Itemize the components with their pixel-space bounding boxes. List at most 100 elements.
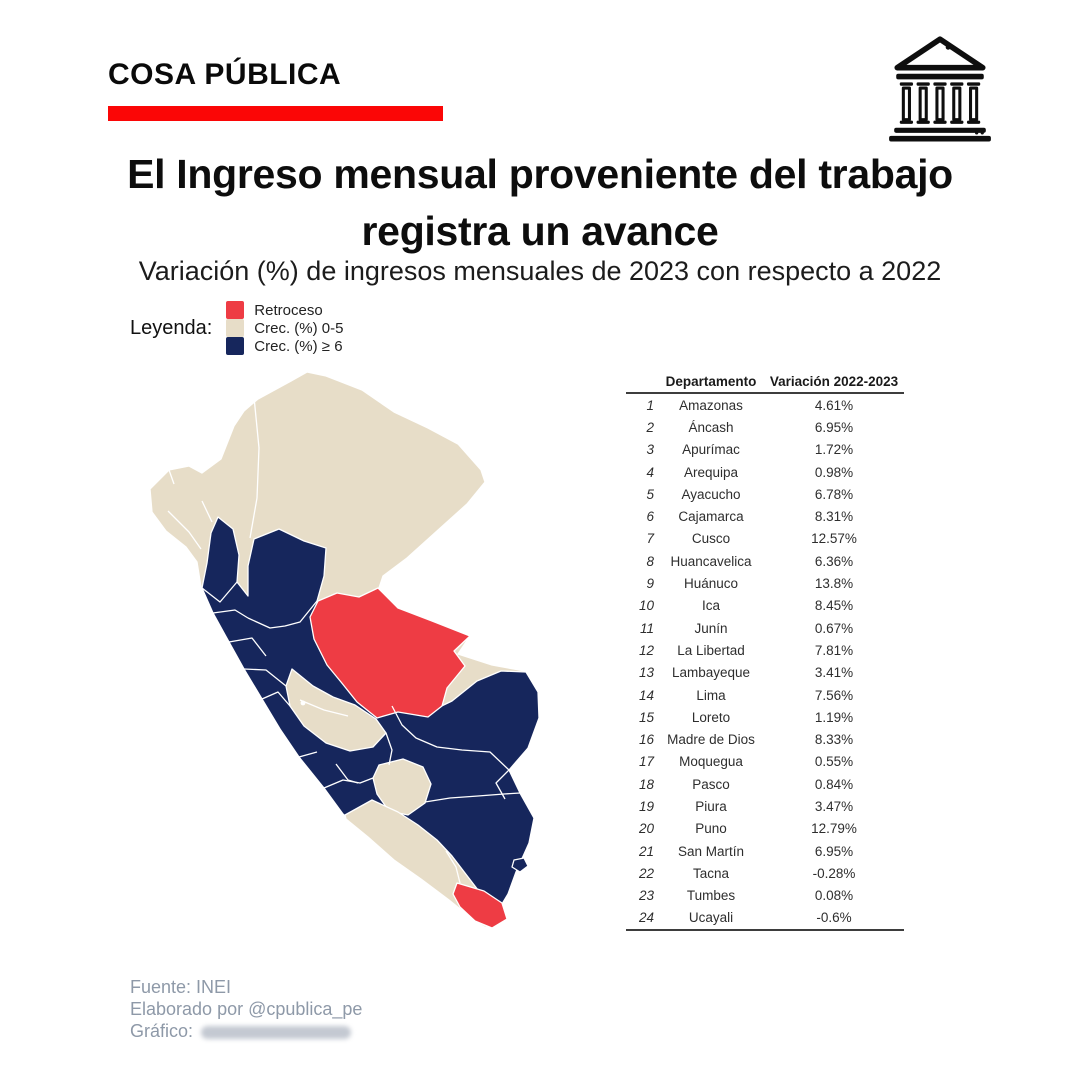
legend-title: Leyenda:: [130, 316, 213, 339]
row-number: 7: [646, 531, 654, 547]
row-number: 2: [646, 419, 654, 435]
row-number: 14: [638, 687, 654, 703]
cell-departamento: Cajamarca: [678, 509, 744, 525]
table-row: 4 Arequipa 0.98%: [626, 461, 904, 483]
row-number: 6: [646, 509, 654, 525]
cell-departamento: Apurímac: [682, 442, 740, 458]
cell-variacion: 8.45%: [814, 598, 854, 614]
cell-variacion: 6.36%: [814, 553, 854, 569]
cell-departamento: Puno: [695, 821, 727, 837]
table-header-row: Departamento Variación 2022-2023: [626, 370, 904, 394]
cell-departamento: La Libertad: [677, 642, 745, 658]
cell-departamento: San Martín: [677, 843, 745, 859]
table-row: 3 Apurímac 1.72%: [626, 439, 904, 461]
row-number: 12: [638, 642, 654, 658]
legend-item-label: Retroceso: [254, 301, 323, 319]
cell-departamento: Huánuco: [683, 576, 739, 592]
bank-temple-icon: [884, 30, 996, 152]
peru-choropleth-map: [140, 370, 580, 950]
row-number: 9: [646, 576, 654, 592]
cell-departamento: Lambayeque: [671, 665, 751, 681]
row-number: 13: [638, 665, 654, 681]
row-number: 5: [646, 486, 654, 502]
legend-swatch-beige: [226, 319, 245, 337]
row-number: 16: [638, 732, 654, 748]
row-number: 3: [646, 442, 654, 458]
map-internal-borders: [167, 396, 521, 884]
map-region-puno-island: [511, 857, 529, 873]
table-body: 1 Amazonas 4.61% 2 Áncash 6.95% 3 Apurímac 1.72%…: [626, 394, 904, 932]
cell-variacion: 0.67%: [814, 620, 854, 636]
footer-credits: Fuente: INEI Elaborado por @cpublica_pe …: [130, 976, 362, 1042]
cell-variacion: 7.56%: [814, 687, 854, 703]
legend-swatch-navy: [226, 337, 245, 355]
table-row: 6 Cajamarca 8.31%: [626, 505, 904, 527]
row-number: 15: [638, 709, 654, 725]
map-region-ucayali: [309, 587, 471, 719]
table-row: 24 Ucayali -0.6%: [626, 907, 904, 929]
cell-departamento: Áncash: [688, 419, 734, 435]
cell-variacion: 6.78%: [814, 486, 854, 502]
cell-variacion: 8.33%: [814, 732, 854, 748]
cell-departamento: Amazonas: [679, 397, 743, 413]
table-row: 14 Lima 7.56%: [626, 684, 904, 706]
cell-variacion: 0.08%: [814, 888, 854, 904]
row-number: 1: [646, 397, 654, 413]
cell-departamento: Lima: [696, 687, 726, 703]
cell-departamento: Huancavelica: [670, 553, 752, 569]
table-row: 12 La Libertad 7.81%: [626, 639, 904, 661]
footer-graphic-credit: Gráfico:: [130, 1020, 362, 1042]
cell-departamento: Junín: [694, 620, 728, 636]
data-table: Departamento Variación 2022-2023 1 Amazon…: [626, 370, 904, 932]
cell-variacion: 6.95%: [814, 419, 854, 435]
map-legend: Leyenda: Retroceso Crec. (%) 0-5 Crec. (%)…: [130, 301, 369, 355]
table-row: 19 Piura 3.47%: [626, 795, 904, 817]
cell-departamento: Moquegua: [679, 754, 743, 770]
legend-item-label: Crec. (%) 0-5: [254, 319, 344, 337]
row-number: 21: [638, 843, 654, 859]
cell-departamento: Tumbes: [686, 888, 736, 904]
cell-variacion: -0.6%: [816, 910, 852, 926]
legend-swatch-red: [226, 301, 245, 319]
table-row: 23 Tumbes 0.08%: [626, 885, 904, 907]
table-row: 7 Cusco 12.57%: [626, 528, 904, 550]
row-number: 11: [639, 620, 654, 636]
cell-departamento: Loreto: [691, 709, 731, 725]
row-number: 23: [638, 888, 654, 904]
table-row: 22 Tacna -0.28%: [626, 862, 904, 884]
row-number: 24: [638, 910, 654, 926]
table-row: 8 Huancavelica 6.36%: [626, 550, 904, 572]
cell-variacion: 0.55%: [814, 754, 854, 770]
page-title: El Ingreso mensual proveniente del traba…: [0, 146, 1080, 260]
cell-departamento: Tacna: [692, 865, 730, 881]
cell-departamento: Madre de Dios: [667, 732, 755, 748]
cell-variacion: 0.98%: [814, 464, 854, 480]
table-row: 11 Junín 0.67%: [626, 617, 904, 639]
cell-departamento: Ayacucho: [681, 486, 741, 502]
row-number: 18: [638, 776, 654, 792]
legend-item: Retroceso: [226, 301, 343, 319]
table-row: 18 Pasco 0.84%: [626, 773, 904, 795]
table-row: 9 Huánuco 13.8%: [626, 572, 904, 594]
row-number: 20: [638, 821, 654, 837]
row-number: 8: [646, 553, 654, 569]
cell-departamento: Arequipa: [683, 464, 739, 480]
table-row: 1 Amazonas 4.61%: [626, 394, 904, 416]
cell-variacion: 1.72%: [814, 442, 854, 458]
footer-author: Elaborado por @cpublica_pe: [130, 999, 363, 1019]
cell-variacion: 6.95%: [814, 843, 854, 859]
footer-graphic-label: Gráfico:: [130, 1021, 194, 1041]
table-row: 16 Madre de Dios 8.33%: [626, 728, 904, 750]
brand-red-bar: [108, 106, 443, 121]
page-subtitle: Variación (%) de ingresos mensuales de 2…: [138, 256, 942, 286]
table-row: 17 Moquegua 0.55%: [626, 751, 904, 773]
legend-items: Retroceso Crec. (%) 0-5 Crec. (%) ≥ 6: [226, 301, 369, 355]
row-number: 17: [638, 754, 654, 770]
table-header-departamento: Departamento: [665, 374, 757, 389]
legend-item-label: Crec. (%) ≥ 6: [254, 337, 343, 355]
cell-variacion: 4.61%: [814, 397, 854, 413]
cell-variacion: -0.28%: [812, 865, 856, 881]
map-callao-dot: [300, 700, 306, 706]
footer-source: Fuente: INEI: [130, 977, 232, 997]
map-region-tacna: [452, 882, 508, 929]
